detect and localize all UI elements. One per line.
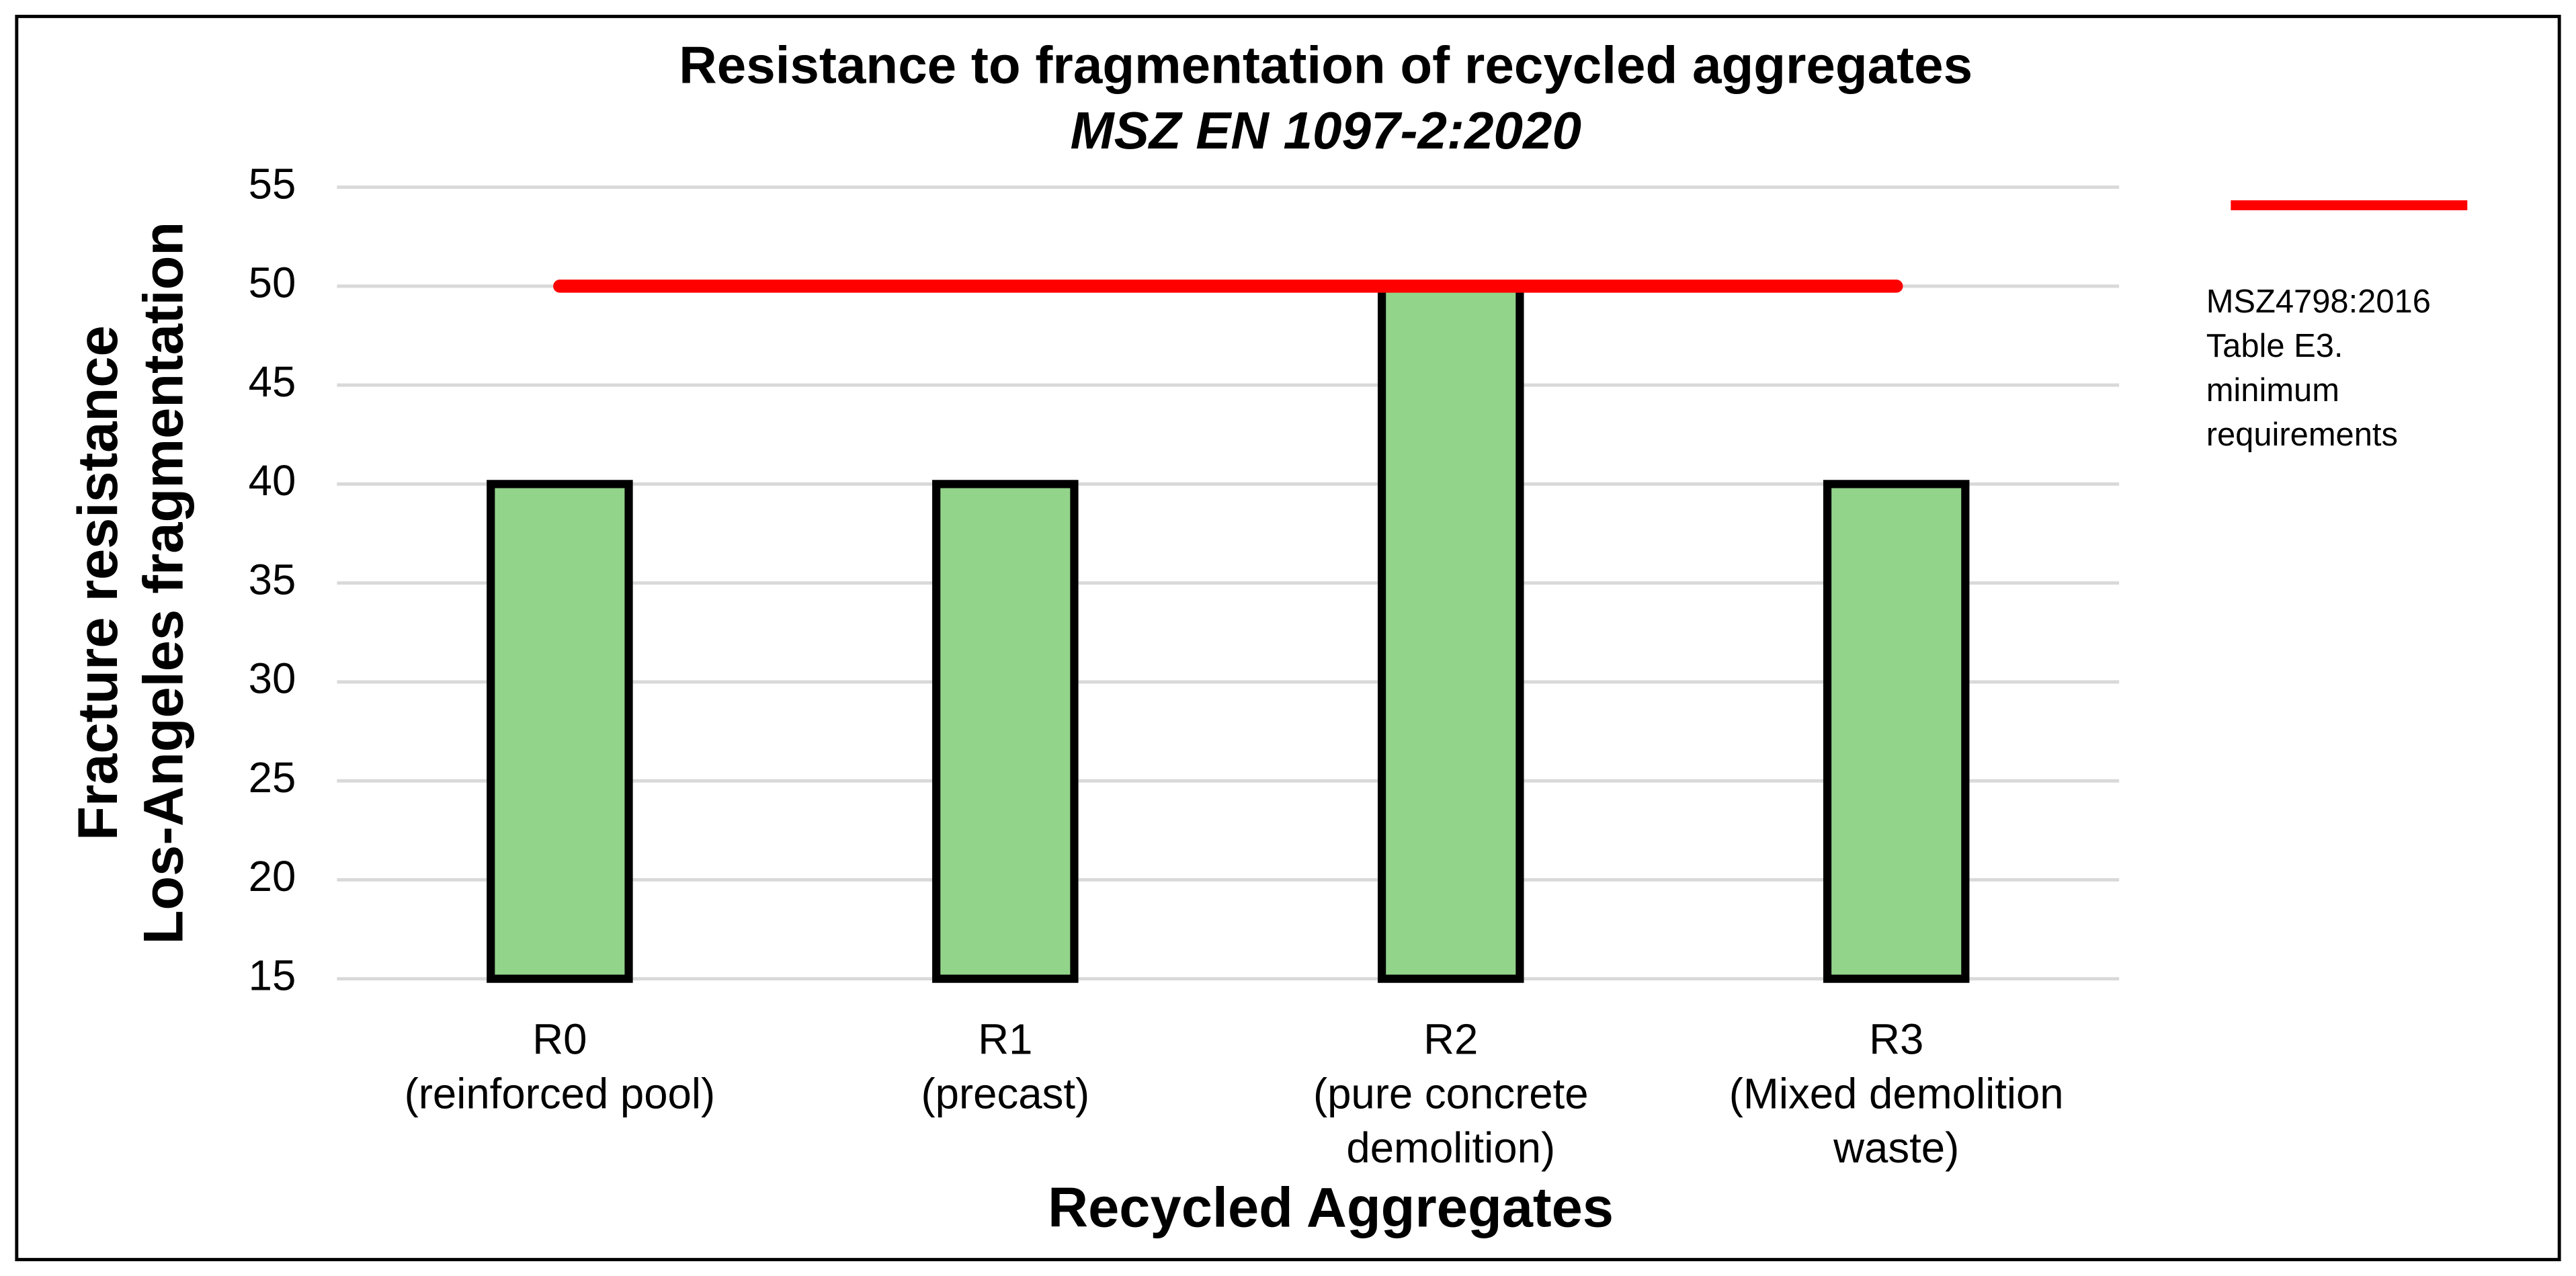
x-tick-label: (reinforced pool): [405, 1070, 716, 1117]
bar: [1378, 282, 1524, 983]
bar: [1823, 480, 1970, 983]
y-tick-label: 35: [249, 556, 296, 603]
x-tick-label: (Mixed demolition: [1729, 1070, 2064, 1117]
chart-title: Resistance to fragmentation of recycled …: [679, 35, 1972, 94]
y-tick-label: 50: [249, 259, 296, 307]
chart-border: [15, 14, 2561, 1262]
bar: [487, 480, 633, 983]
y-tick-label: 25: [249, 754, 296, 802]
y-axis-title: Los-Angeles fragmentation: [132, 222, 195, 945]
y-tick-label: 40: [249, 457, 296, 505]
y-axis-title: Fracture resistance: [67, 325, 129, 841]
x-tick-label: waste): [1833, 1124, 1959, 1172]
y-tick-label: 55: [249, 160, 296, 208]
x-tick-label: R2: [1423, 1016, 1478, 1064]
legend-label: minimum: [2206, 372, 2339, 409]
x-tick-label: R0: [532, 1016, 587, 1064]
y-tick-label: 15: [249, 951, 296, 999]
x-tick-label: R3: [1869, 1016, 1923, 1064]
x-tick-label: demolition): [1346, 1124, 1555, 1172]
y-tick-label: 20: [249, 853, 296, 900]
chart-subtitle: MSZ EN 1097-2:2020: [1070, 101, 1581, 160]
y-tick-label: 45: [249, 358, 296, 406]
legend-label: MSZ4798:2016: [2206, 284, 2431, 320]
legend-label: requirements: [2206, 417, 2398, 453]
x-tick-label: R1: [978, 1016, 1032, 1064]
x-tick-label: (precast): [921, 1070, 1089, 1117]
y-tick-label: 30: [249, 655, 296, 703]
x-tick-label: (pure concrete: [1313, 1070, 1589, 1117]
bar: [932, 480, 1079, 983]
legend-label: Table E3.: [2206, 328, 2343, 364]
x-axis-title: Recycled Aggregates: [1048, 1177, 1614, 1239]
